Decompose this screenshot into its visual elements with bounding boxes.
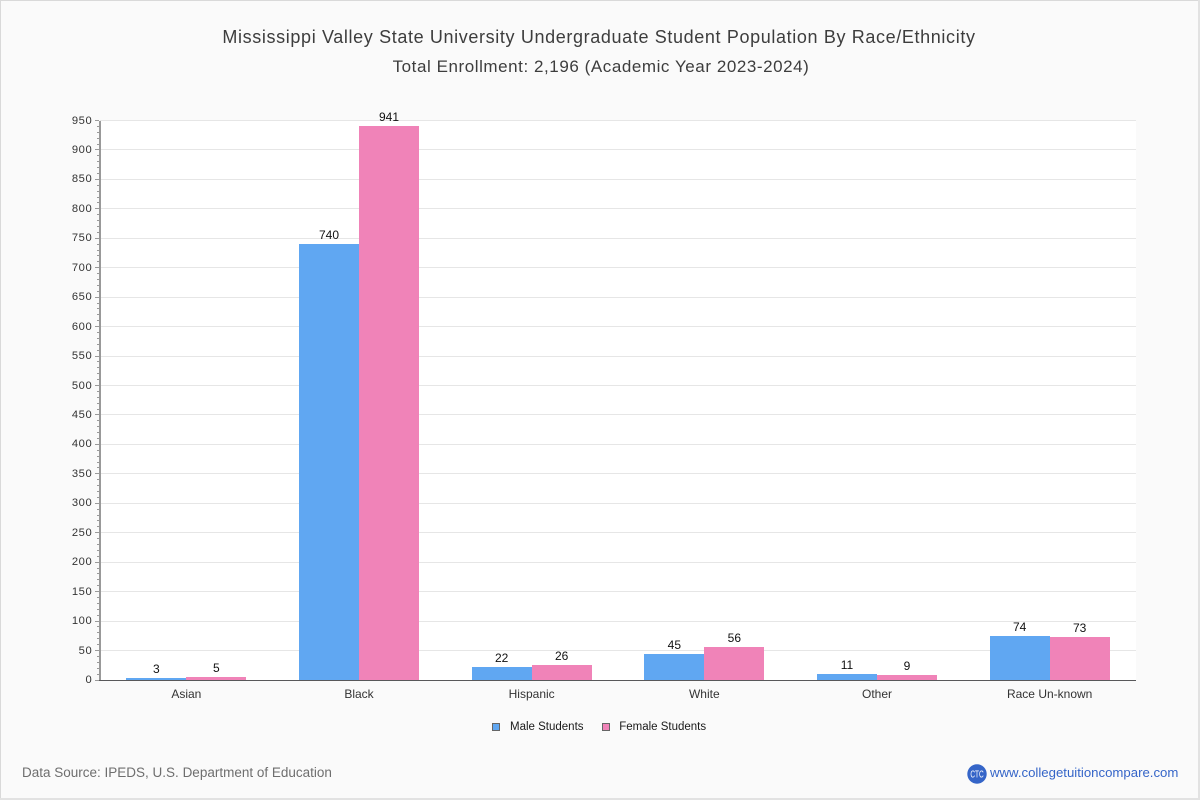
svg-text:CTC: CTC [970,768,983,780]
